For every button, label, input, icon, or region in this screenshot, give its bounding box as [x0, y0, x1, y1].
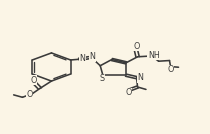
Text: O: O — [168, 65, 174, 74]
Text: O: O — [133, 42, 139, 51]
Text: N: N — [137, 73, 143, 82]
Text: O: O — [30, 76, 37, 85]
Text: S: S — [99, 75, 104, 83]
Text: N: N — [89, 52, 95, 61]
Text: N: N — [79, 54, 85, 63]
Text: O: O — [27, 90, 33, 99]
Text: O: O — [125, 88, 132, 97]
Text: NH: NH — [148, 51, 160, 59]
